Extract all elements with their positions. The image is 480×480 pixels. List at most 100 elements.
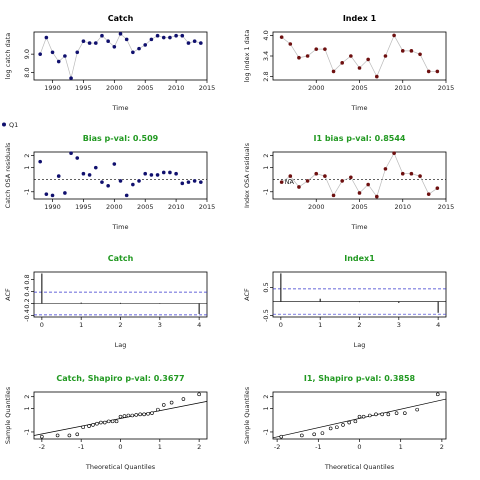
data-point (122, 414, 127, 418)
data-point (63, 191, 67, 195)
data-point (99, 420, 103, 425)
data-point (161, 170, 166, 175)
data-point (149, 173, 154, 177)
data-point (156, 407, 160, 412)
panel-index-acf: Index1 0 1 2 3 4 -0.5 0.5 Lag ACF (243, 254, 447, 349)
x-axis-label: Lag (115, 341, 127, 349)
data-point (112, 162, 117, 166)
data-point (44, 35, 49, 40)
data-point (361, 414, 366, 419)
y-tick-label: 1 (262, 406, 270, 410)
y-tick-label: 2 (262, 154, 270, 158)
data-point (340, 61, 345, 65)
data-point (106, 183, 110, 188)
data-point (199, 41, 203, 45)
data-point (186, 41, 191, 45)
x-tick-label: 2015 (199, 84, 216, 92)
data-point (386, 412, 391, 417)
data-point (67, 433, 72, 438)
data-point (400, 49, 405, 53)
data-point (366, 57, 370, 62)
x-tick-label: -1 (315, 443, 321, 451)
x-tick-label: 2 (357, 321, 361, 329)
data-point (367, 413, 372, 418)
data-point (112, 44, 117, 49)
data-point (69, 76, 73, 80)
data-point (118, 179, 123, 183)
data-point (161, 403, 166, 407)
data-point (56, 174, 61, 178)
series-line (281, 152, 438, 198)
chart-title: Index 1 (343, 14, 377, 23)
data-point (403, 411, 407, 415)
x-tick-label: 2000 (308, 84, 325, 92)
data-point (197, 392, 201, 397)
data-point (38, 159, 42, 164)
x-tick-label: 2010 (168, 203, 185, 211)
data-point (100, 33, 104, 38)
data-point (44, 192, 49, 196)
panel-index-osa: I1 bias p-val: 0.8544 2000 2005 2010 2015 -1 1… (243, 134, 454, 231)
data-point (409, 49, 414, 53)
y-tick-label: -0.5 (262, 309, 270, 322)
data-point (137, 179, 141, 183)
data-point (131, 182, 135, 187)
data-point (95, 421, 99, 426)
data-point (357, 191, 362, 195)
data-point (335, 425, 339, 430)
data-point (75, 50, 80, 55)
data-point (69, 151, 73, 156)
data-point (426, 192, 431, 196)
data-point (314, 47, 319, 51)
data-point (305, 179, 310, 183)
x-tick-label: 1995 (75, 84, 92, 92)
y-tick-label: 1 (23, 166, 31, 170)
data-point (130, 413, 135, 418)
x-tick-label: 2015 (199, 203, 216, 211)
data-point (124, 37, 129, 42)
chart-title: Bias p-val: 0.509 (83, 134, 159, 143)
x-tick-label: 1990 (44, 203, 61, 211)
x-axis-label: Lag (354, 341, 366, 349)
data-point (341, 423, 345, 427)
data-point (126, 413, 131, 418)
x-tick-label: 2005 (351, 84, 368, 92)
panel-catch-ts: Catch 1990 1995 2000 2005 2010 2015 8.0 9.0 Time l… (4, 14, 215, 112)
data-point (383, 54, 388, 58)
data-point (168, 170, 172, 175)
data-point (75, 156, 80, 160)
data-point (168, 35, 172, 40)
data-point (87, 41, 92, 45)
data-point (87, 424, 91, 428)
data-point (180, 181, 185, 186)
data-point (305, 54, 310, 58)
data-point (81, 171, 86, 176)
y-axis-label: Catch OSA residuals (4, 142, 12, 208)
data-point (155, 173, 160, 177)
data-point (56, 59, 61, 64)
legend-marker (2, 122, 6, 127)
data-point (349, 175, 353, 180)
data-point (100, 180, 104, 184)
chart-title: Catch (108, 254, 134, 263)
x-tick-label: 0 (40, 321, 44, 329)
data-point (81, 39, 86, 44)
x-tick-label: 0 (279, 321, 283, 329)
y-axis-label: Sample Quantiles (4, 386, 12, 444)
y-tick-label: 1 (23, 406, 31, 410)
data-point (118, 414, 123, 419)
y-tick-label: 2.8 (262, 71, 270, 81)
x-tick-label: 4 (197, 321, 201, 329)
x-tick-label: 1 (79, 321, 83, 329)
data-point (340, 179, 345, 183)
data-point (192, 179, 197, 183)
x-tick-label: 2010 (394, 84, 411, 92)
y-tick-label: -1 (23, 429, 31, 435)
y-tick-label: 2 (23, 154, 31, 158)
y-tick-label: 0.8 (23, 274, 31, 284)
data-point (297, 185, 301, 189)
data-point (180, 33, 185, 38)
x-tick-label: -2 (274, 443, 280, 451)
data-point (331, 69, 336, 74)
